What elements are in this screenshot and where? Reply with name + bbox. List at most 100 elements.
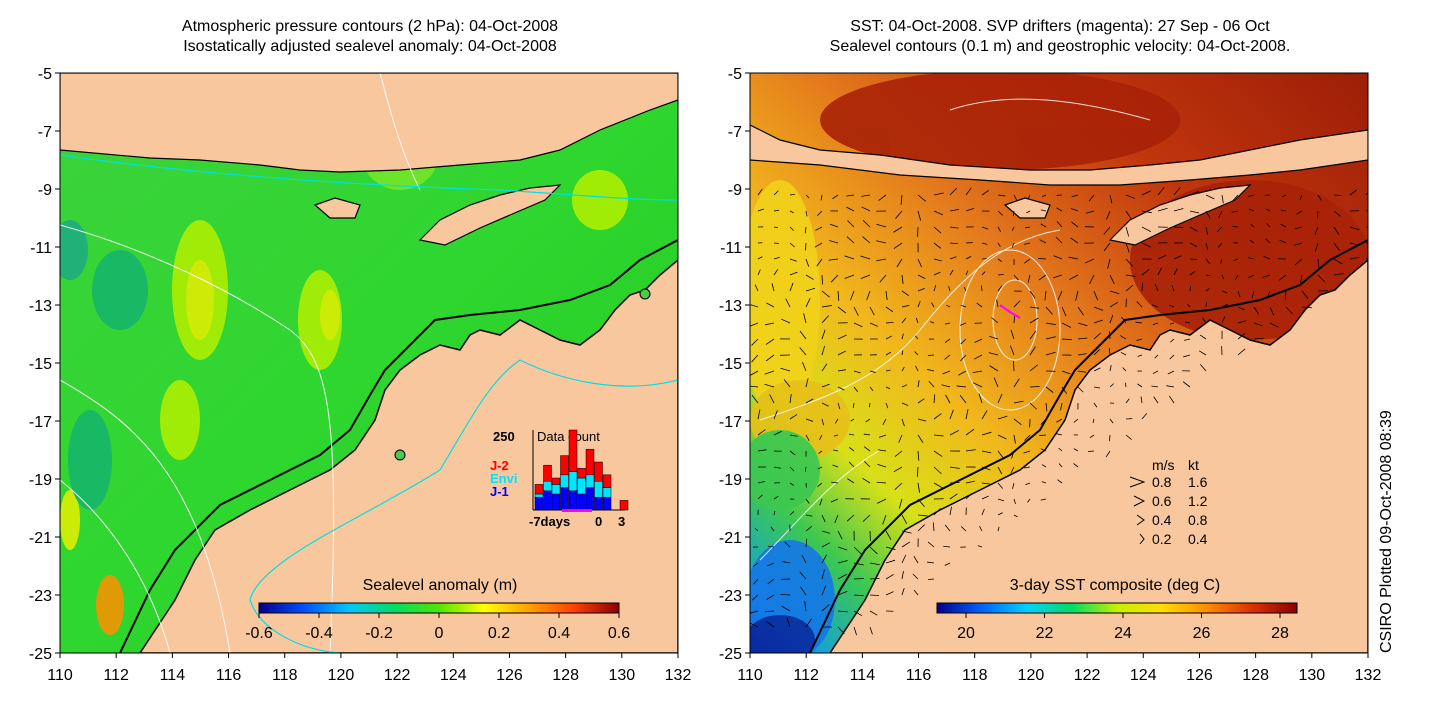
velocity-arrow bbox=[885, 335, 893, 340]
velocity-arrow bbox=[773, 226, 779, 229]
velocity-arrow bbox=[821, 604, 830, 612]
velocity-arrow bbox=[1029, 364, 1038, 372]
x-tick-label: 126 bbox=[1186, 667, 1213, 684]
inset-x-label-zero: 0 bbox=[595, 514, 602, 529]
velocity-arrow bbox=[1237, 306, 1246, 311]
velocity-arrow bbox=[862, 514, 871, 522]
velocity-legend-arrow bbox=[1139, 533, 1145, 545]
velocity-arrow bbox=[943, 545, 951, 548]
velocity-arrow bbox=[1045, 306, 1053, 315]
velocity-arrow bbox=[830, 274, 839, 283]
velocity-arrow bbox=[850, 290, 855, 301]
velocity-arrow bbox=[1221, 290, 1228, 294]
velocity-arrow bbox=[1157, 186, 1165, 196]
velocity-arrow bbox=[945, 394, 951, 404]
velocity-arrow bbox=[1294, 242, 1303, 246]
velocity-arrow bbox=[877, 449, 887, 452]
velocity-arrow bbox=[933, 258, 942, 262]
velocity-arrow bbox=[773, 242, 780, 244]
velocity-arrow bbox=[1205, 274, 1211, 277]
right-title-line2: Sealevel contours (0.1 m) and geostrophi… bbox=[829, 38, 1291, 55]
velocity-arrow bbox=[766, 302, 775, 308]
inset-bar bbox=[602, 474, 612, 488]
left-colorbar-bar bbox=[258, 602, 620, 614]
velocity-arrow bbox=[1108, 348, 1111, 356]
velocity-arrow bbox=[1045, 351, 1056, 356]
velocity-legend-ms: 0.8 bbox=[1152, 474, 1172, 490]
inset-bar bbox=[568, 490, 578, 511]
velocity-arrow bbox=[853, 370, 861, 374]
y-tick-label: -15 bbox=[719, 356, 742, 373]
velocity-arrow bbox=[1109, 418, 1114, 424]
velocity-arrow bbox=[1284, 290, 1287, 301]
velocity-arrow bbox=[1071, 221, 1079, 228]
velocity-arrow bbox=[1077, 353, 1087, 356]
velocity-arrow bbox=[837, 350, 846, 356]
velocity-arrow bbox=[837, 573, 847, 580]
velocity-arrow bbox=[997, 434, 1007, 440]
velocity-arrow bbox=[805, 258, 810, 267]
velocity-legend-kt: 0.8 bbox=[1188, 512, 1208, 528]
velocity-arrow bbox=[1093, 332, 1101, 340]
velocity-arrow bbox=[885, 290, 888, 300]
velocity-arrow bbox=[1105, 450, 1111, 458]
velocity-arrow bbox=[1045, 322, 1056, 326]
velocity-arrow bbox=[876, 258, 887, 262]
velocity-arrow bbox=[1217, 226, 1223, 233]
velocity-arrow bbox=[781, 561, 791, 564]
velocity-arrow bbox=[1011, 242, 1015, 248]
velocity-legend-arrow bbox=[1133, 495, 1146, 507]
velocity-arrow bbox=[1182, 381, 1191, 388]
velocity-arrow bbox=[820, 194, 823, 201]
velocity-arrow bbox=[900, 194, 903, 205]
velocity-arrow bbox=[1077, 337, 1088, 340]
velocity-arrow bbox=[997, 226, 1002, 232]
velocity-arrow bbox=[901, 290, 909, 297]
velocity-arrow bbox=[901, 530, 912, 534]
velocity-arrow bbox=[901, 514, 908, 524]
velocity-arrow bbox=[1027, 498, 1031, 503]
velocity-arrow bbox=[901, 541, 911, 548]
velocity-arrow bbox=[960, 354, 967, 362]
velocity-arrow bbox=[815, 226, 823, 231]
left-title-line1: Atmospheric pressure contours (2 hPa): 0… bbox=[181, 18, 559, 35]
colorbar-tick-label: 0.2 bbox=[488, 625, 510, 642]
velocity-arrow bbox=[786, 617, 791, 628]
velocity-arrow bbox=[960, 304, 967, 308]
velocity-legend-arrow bbox=[1136, 514, 1145, 526]
velocity-arrow bbox=[989, 365, 999, 372]
velocity-arrow bbox=[885, 546, 896, 550]
velocity-arrow bbox=[933, 482, 943, 489]
velocity-arrow bbox=[1218, 210, 1223, 218]
velocity-arrow bbox=[1248, 208, 1255, 212]
velocity-arrow bbox=[882, 418, 887, 425]
velocity-arrow bbox=[821, 554, 827, 564]
velocity-arrow bbox=[1029, 346, 1036, 356]
velocity-arrow bbox=[914, 335, 919, 340]
velocity-arrow bbox=[1137, 383, 1143, 388]
velocity-arrow bbox=[1198, 350, 1207, 356]
velocity-arrow bbox=[949, 226, 959, 229]
y-tick-label: -9 bbox=[728, 182, 742, 199]
velocity-arrow bbox=[1103, 242, 1111, 252]
velocity-arrow bbox=[789, 271, 798, 276]
velocity-arrow bbox=[1073, 418, 1079, 423]
velocity-arrow bbox=[1248, 257, 1255, 260]
velocity-arrow bbox=[1333, 210, 1341, 217]
x-tick-label: 120 bbox=[328, 667, 355, 684]
velocity-arrow bbox=[901, 366, 905, 372]
velocity-arrow bbox=[959, 322, 967, 326]
velocity-arrow bbox=[863, 446, 871, 452]
velocity-arrow bbox=[789, 258, 797, 262]
x-tick-label: 118 bbox=[272, 667, 298, 684]
velocity-arrow bbox=[805, 210, 808, 217]
velocity-arrow bbox=[1044, 290, 1047, 301]
velocity-arrow bbox=[1333, 194, 1342, 196]
velocity-arrow bbox=[1056, 207, 1063, 212]
velocity-arrow bbox=[965, 270, 969, 276]
timor-island-left bbox=[418, 184, 562, 246]
velocity-arrow bbox=[901, 333, 904, 340]
velocity-arrow bbox=[1202, 317, 1207, 324]
velocity-arrow bbox=[1024, 226, 1031, 229]
sealevel-contours bbox=[759, 98, 1151, 561]
